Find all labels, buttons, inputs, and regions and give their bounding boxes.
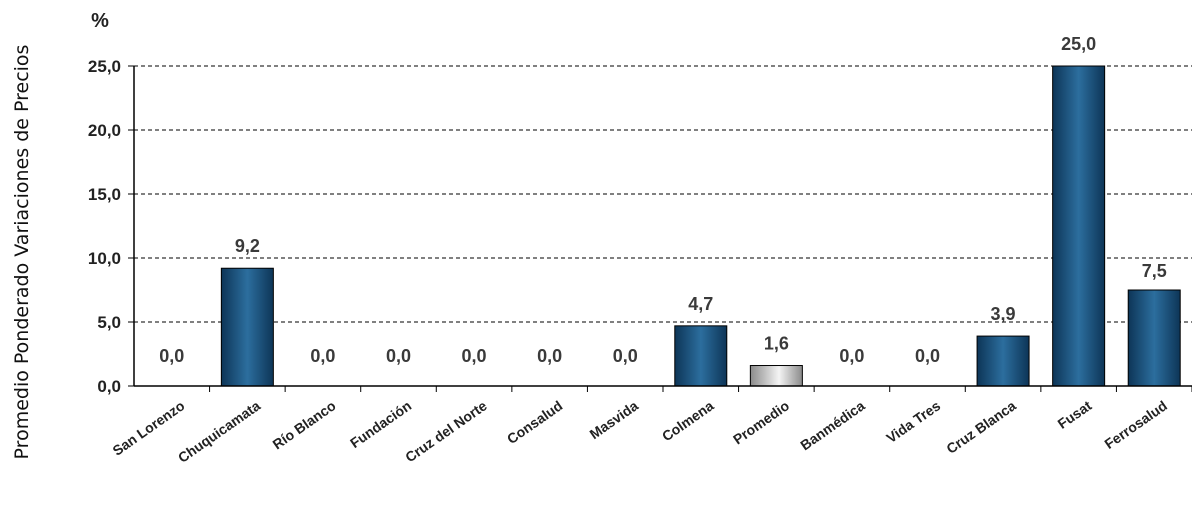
data-label: 1,6 xyxy=(764,334,789,354)
bar-colmena xyxy=(674,325,728,387)
category-label: Fusat xyxy=(1055,397,1095,432)
data-label: 0,0 xyxy=(462,346,487,366)
gridlines xyxy=(134,65,1192,323)
category-label: Cruz del Norte xyxy=(402,397,490,465)
data-label: 9,2 xyxy=(235,236,260,256)
data-label: 7,5 xyxy=(1142,261,1167,281)
category-label: Masvida xyxy=(586,397,641,442)
data-label: 0,0 xyxy=(537,346,562,366)
bar-ferrosalud xyxy=(1127,289,1181,387)
bars xyxy=(220,65,1181,387)
bar-chuquicamata xyxy=(220,267,274,387)
data-labels: 0,0 9,2 0,0 0,0 0,0 0,0 0,0 4,7 1,6 0,0 0,0 3,9 25,0… xyxy=(159,34,1166,366)
data-label: 0,0 xyxy=(310,346,335,366)
y-axis-label: Promedio Ponderado Variaciones de Precio… xyxy=(11,45,33,460)
y-tick-label: 20,0 xyxy=(88,121,121,140)
category-label: Río Blanco xyxy=(270,397,339,452)
y-tick-label: 0,0 xyxy=(97,377,121,396)
y-tick-label: 25,0 xyxy=(88,57,121,76)
data-label: 3,9 xyxy=(991,304,1016,324)
data-label: 0,0 xyxy=(915,346,940,366)
category-label: Consalud xyxy=(504,397,565,447)
category-label: Cruz Blanca xyxy=(943,397,1019,457)
data-label: 25,0 xyxy=(1061,34,1096,54)
unit-label: % xyxy=(91,10,109,32)
category-label: San Lorenzo xyxy=(110,397,188,458)
category-label: Colmena xyxy=(659,397,717,444)
data-label: 4,7 xyxy=(688,294,713,314)
category-label: Banmédica xyxy=(797,397,868,453)
bar-cruz-blanca xyxy=(976,335,1030,387)
category-label: Promedio xyxy=(730,397,792,447)
category-label: Vida Tres xyxy=(883,397,943,446)
bar-fusat xyxy=(1052,65,1106,387)
y-tick-label: 10,0 xyxy=(88,249,121,268)
bar-promedio xyxy=(749,365,803,387)
y-tick-label: 15,0 xyxy=(88,185,121,204)
axes xyxy=(133,66,1192,392)
y-tick-label: 5,0 xyxy=(97,313,121,332)
y-axis-ticks: 0,0 5,0 10,0 15,0 20,0 25,0 xyxy=(88,57,134,396)
category-label: Fundación xyxy=(347,397,414,451)
category-label: Chuquicamata xyxy=(175,397,263,466)
category-label: Ferrosalud xyxy=(1101,397,1169,452)
data-label: 0,0 xyxy=(613,346,638,366)
data-label: 0,0 xyxy=(386,346,411,366)
data-label: 0,0 xyxy=(839,346,864,366)
data-label: 0,0 xyxy=(159,346,184,366)
